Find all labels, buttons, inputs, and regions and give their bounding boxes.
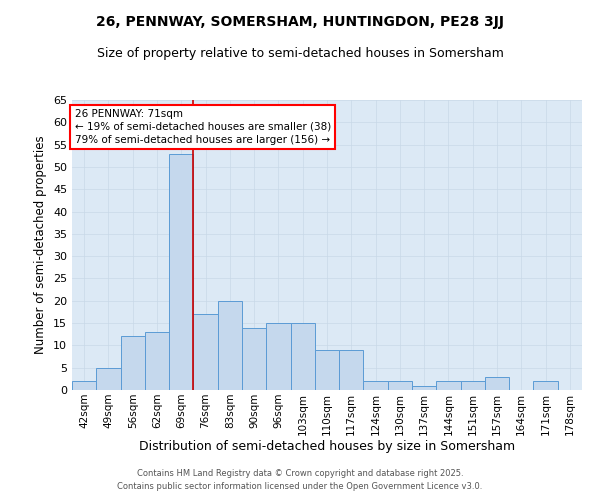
Text: Contains public sector information licensed under the Open Government Licence v3: Contains public sector information licen…: [118, 482, 482, 491]
Bar: [461, 381, 485, 390]
Bar: [412, 386, 436, 390]
Bar: [72, 381, 96, 390]
Bar: [193, 314, 218, 390]
Bar: [533, 381, 558, 390]
Bar: [96, 368, 121, 390]
Y-axis label: Number of semi-detached properties: Number of semi-detached properties: [34, 136, 47, 354]
Bar: [169, 154, 193, 390]
Bar: [315, 350, 339, 390]
Bar: [290, 323, 315, 390]
X-axis label: Distribution of semi-detached houses by size in Somersham: Distribution of semi-detached houses by …: [139, 440, 515, 454]
Bar: [485, 376, 509, 390]
Bar: [145, 332, 169, 390]
Text: Size of property relative to semi-detached houses in Somersham: Size of property relative to semi-detach…: [97, 48, 503, 60]
Bar: [388, 381, 412, 390]
Bar: [242, 328, 266, 390]
Bar: [436, 381, 461, 390]
Bar: [121, 336, 145, 390]
Bar: [266, 323, 290, 390]
Bar: [339, 350, 364, 390]
Text: Contains HM Land Registry data © Crown copyright and database right 2025.: Contains HM Land Registry data © Crown c…: [137, 468, 463, 477]
Bar: [218, 301, 242, 390]
Text: 26, PENNWAY, SOMERSHAM, HUNTINGDON, PE28 3JJ: 26, PENNWAY, SOMERSHAM, HUNTINGDON, PE28…: [96, 15, 504, 29]
Text: 26 PENNWAY: 71sqm
← 19% of semi-detached houses are smaller (38)
79% of semi-det: 26 PENNWAY: 71sqm ← 19% of semi-detached…: [74, 108, 331, 145]
Bar: [364, 381, 388, 390]
